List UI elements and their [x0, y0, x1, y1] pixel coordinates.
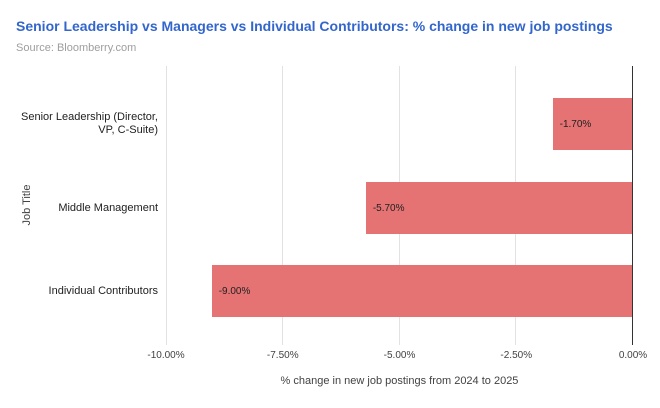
- plot-area: -1.70% -5.70% -9.00%: [166, 66, 633, 345]
- x-axis-tick-label: -5.00%: [383, 350, 416, 361]
- category-label-line: VP, C-Suite): [98, 124, 158, 136]
- category-label-individual-contributors: Individual Contributors: [8, 265, 158, 317]
- source-label: Source: Bloomberry.com: [16, 42, 137, 54]
- x-axis-tick-label: 0.00%: [618, 350, 648, 361]
- category-label-senior-leadership: Senior Leadership (Director, VP, C-Suite…: [8, 98, 158, 150]
- bar-middle-management: -5.70%: [365, 182, 632, 234]
- gridline: [282, 66, 283, 345]
- bar-senior-leadership: -1.70%: [552, 98, 632, 150]
- bar-value-label: -5.70%: [372, 202, 405, 214]
- chart-title: Senior Leadership vs Managers vs Individ…: [16, 18, 613, 34]
- y-axis-labels: Senior Leadership (Director, VP, C-Suite…: [0, 66, 158, 345]
- category-label-middle-management: Middle Management: [8, 182, 158, 234]
- bar-individual-contributors: -9.00%: [211, 265, 632, 317]
- x-axis-title: % change in new job postings from 2024 t…: [280, 375, 519, 387]
- bar-value-label: -9.00%: [218, 285, 251, 297]
- x-axis-tick-label: -10.00%: [147, 350, 185, 361]
- zero-axis-line: [632, 66, 633, 345]
- bar-value-label: -1.70%: [559, 118, 592, 130]
- x-axis-tick-labels: -10.00% -7.50% -5.00% -2.50% 0.00%: [147, 350, 647, 364]
- gridline: [166, 66, 167, 345]
- x-axis-tick-label: -7.50%: [266, 350, 299, 361]
- category-label-line: Individual Contributors: [48, 284, 158, 297]
- category-label-line: Middle Management: [58, 201, 158, 214]
- category-label-line: Senior Leadership (Director,: [21, 111, 158, 123]
- x-axis-tick-label: -2.50%: [500, 350, 533, 361]
